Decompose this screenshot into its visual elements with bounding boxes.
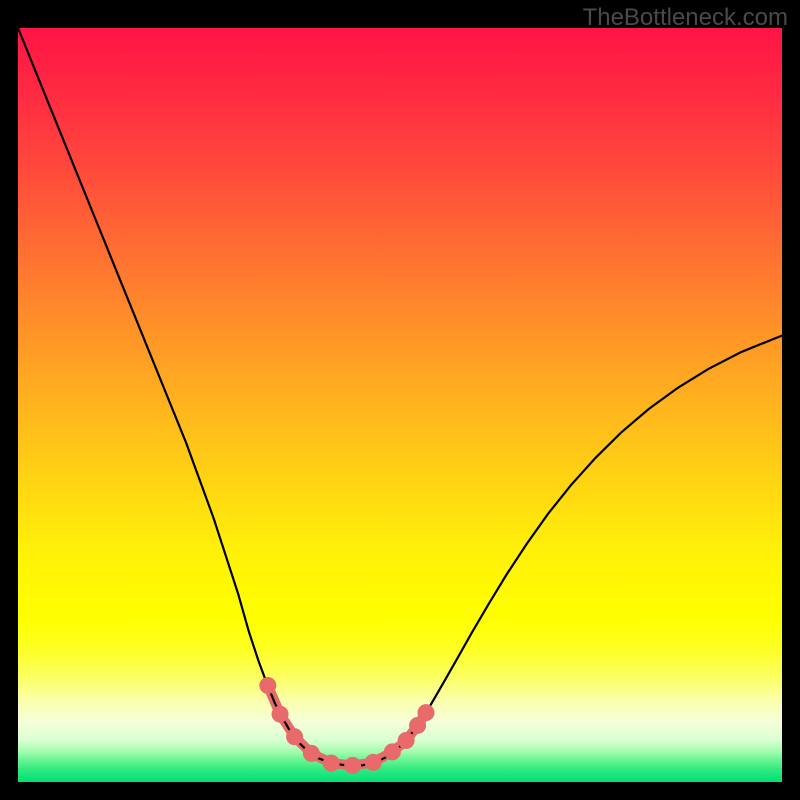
marker-dot bbox=[384, 743, 401, 760]
bottleneck-curve bbox=[18, 28, 782, 765]
marker-dot bbox=[259, 677, 276, 694]
marker-dot bbox=[398, 732, 415, 749]
marker-connector bbox=[268, 685, 426, 765]
marker-dot bbox=[303, 745, 320, 762]
marker-dot bbox=[344, 757, 361, 774]
marker-dot bbox=[272, 706, 289, 723]
marker-dot bbox=[323, 755, 340, 772]
marker-dot bbox=[286, 728, 303, 745]
marker-dot bbox=[417, 704, 434, 721]
curve-layer bbox=[18, 28, 782, 782]
chart-frame: TheBottleneck.com bbox=[0, 0, 800, 800]
plot-area bbox=[18, 28, 782, 782]
marker-dot bbox=[365, 754, 382, 771]
